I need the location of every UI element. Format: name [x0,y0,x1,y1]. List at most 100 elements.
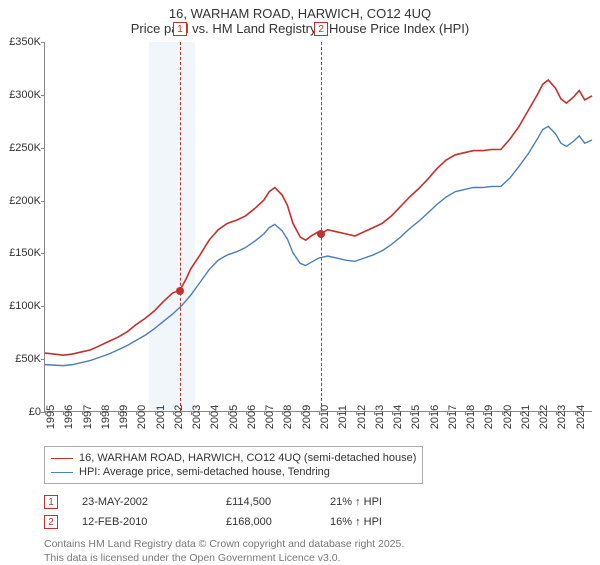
price-chart: £0£50K£100K£150K£200K£250K£300K£350K1995… [44,42,592,412]
x-tick-label: 2014 [392,405,404,429]
x-tick-label: 1995 [45,405,57,429]
x-tick-label: 1996 [63,405,75,429]
x-tick-mark [356,411,357,415]
x-tick-label: 2021 [520,405,532,429]
x-tick-label: 1999 [118,405,130,429]
sale-date: 12-FEB-2010 [82,516,202,528]
sale-hpi: 16% ↑ HPI [330,516,382,528]
x-tick-mark [374,411,375,415]
y-tick-label: £150K [1,247,41,259]
y-tick-label: £350K [1,36,41,48]
x-tick-mark [45,411,46,415]
x-tick-label: 2023 [556,405,568,429]
x-tick-label: 2016 [429,405,441,429]
legend-swatch [51,472,73,473]
x-tick-label: 2013 [374,405,386,429]
legend-label: 16, WARHAM ROAD, HARWICH, CO12 4UQ (semi… [79,452,416,464]
x-tick-mark [173,411,174,415]
x-tick-mark [191,411,192,415]
y-tick-label: £200K [1,195,41,207]
sale-table-row: 2 12-FEB-2010 £168,000 16% ↑ HPI [44,512,592,532]
x-tick-label: 2012 [356,405,368,429]
sale-event-badge: 1 [173,22,187,36]
x-tick-mark [520,411,521,415]
x-tick-mark [264,411,265,415]
x-tick-mark [502,411,503,415]
y-tick-label: £250K [1,142,41,154]
y-tick-mark [41,95,45,96]
x-tick-mark [447,411,448,415]
y-tick-mark [41,306,45,307]
legend-area: 16, WARHAM ROAD, HARWICH, CO12 4UQ (semi… [44,446,592,532]
legend-row: HPI: Average price, semi-detached house,… [51,465,416,479]
x-tick-mark [82,411,83,415]
x-tick-mark [118,411,119,415]
x-tick-mark [228,411,229,415]
sale-event-marker [176,287,184,295]
x-tick-label: 2002 [173,405,185,429]
sale-hpi: 21% ↑ HPI [330,496,382,508]
x-tick-label: 1998 [100,405,112,429]
sale-date: 23-MAY-2002 [82,496,202,508]
sale-price: £168,000 [226,516,306,528]
x-tick-mark [575,411,576,415]
x-tick-label: 2024 [575,405,587,429]
sales-table: 123-MAY-2002£114,50021% ↑ HPI212-FEB-201… [44,492,592,532]
x-tick-mark [465,411,466,415]
x-tick-label: 2009 [301,405,313,429]
sale-price: £114,500 [226,496,306,508]
sale-event-marker [317,230,325,238]
x-tick-label: 2004 [209,405,221,429]
y-tick-label: £0 [1,406,41,418]
y-tick-label: £100K [1,300,41,312]
x-tick-mark [209,411,210,415]
x-tick-mark [155,411,156,415]
sale-event-line [180,42,181,411]
x-tick-label: 2008 [282,405,294,429]
x-tick-mark [246,411,247,415]
x-tick-label: 2000 [136,405,148,429]
y-tick-label: £50K [1,353,41,365]
sale-event-line [321,42,322,411]
y-tick-mark [41,42,45,43]
x-tick-label: 2017 [447,405,459,429]
legend-label: HPI: Average price, semi-detached house,… [79,466,330,478]
x-tick-label: 2001 [155,405,167,429]
y-tick-mark [41,253,45,254]
x-tick-label: 2011 [337,405,349,429]
x-tick-label: 2018 [465,405,477,429]
series-line [45,80,592,355]
legend-row: 16, WARHAM ROAD, HARWICH, CO12 4UQ (semi… [51,451,416,465]
x-tick-mark [556,411,557,415]
x-tick-label: 2005 [228,405,240,429]
title-subtitle: Price paid vs. HM Land Registry's House … [0,21,600,36]
x-tick-mark [319,411,320,415]
x-tick-mark [100,411,101,415]
x-tick-mark [337,411,338,415]
sale-event-badge: 2 [314,22,328,36]
x-tick-label: 2015 [410,405,422,429]
x-tick-label: 2019 [483,405,495,429]
title-address: 16, WARHAM ROAD, HARWICH, CO12 4UQ [0,6,600,21]
x-tick-mark [301,411,302,415]
x-tick-mark [483,411,484,415]
y-tick-mark [41,359,45,360]
legend-swatch [51,458,73,459]
x-tick-mark [136,411,137,415]
x-tick-mark [538,411,539,415]
y-tick-mark [41,201,45,202]
chart-lines-svg [45,42,592,411]
footnote-line1: Contains HM Land Registry data © Crown c… [44,538,592,552]
footnote: Contains HM Land Registry data © Crown c… [44,538,592,565]
x-tick-mark [429,411,430,415]
x-tick-label: 2007 [264,405,276,429]
x-tick-mark [63,411,64,415]
x-tick-mark [410,411,411,415]
x-tick-label: 2003 [191,405,203,429]
chart-title-block: 16, WARHAM ROAD, HARWICH, CO12 4UQ Price… [0,0,600,38]
series-line [45,126,592,365]
x-tick-mark [392,411,393,415]
footnote-line2: This data is licensed under the Open Gov… [44,552,592,565]
x-tick-label: 2022 [538,405,550,429]
sale-table-badge: 2 [44,515,58,529]
